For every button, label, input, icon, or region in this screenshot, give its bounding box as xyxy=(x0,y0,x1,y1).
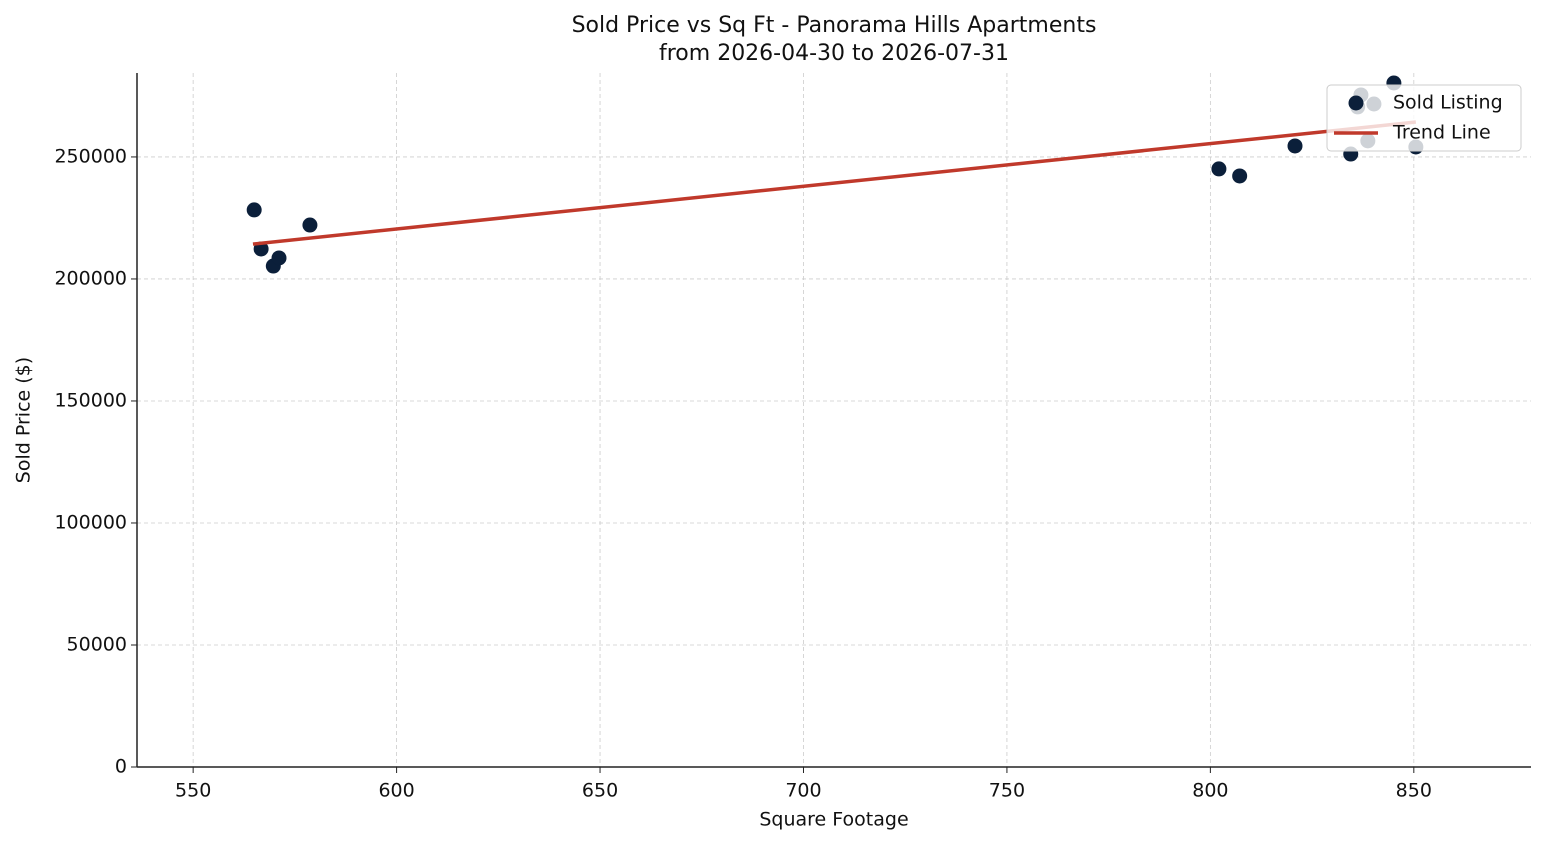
x-tick-label: 650 xyxy=(582,780,618,802)
x-tick-label: 850 xyxy=(1396,780,1432,802)
legend: Sold Listing Trend Line xyxy=(1326,84,1522,152)
point xyxy=(1287,138,1303,154)
legend-label: Sold Listing xyxy=(1393,92,1503,114)
point xyxy=(271,250,287,266)
y-tick-label: 250000 xyxy=(54,145,127,167)
y-tick-label: 0 xyxy=(115,756,127,778)
legend-label: Trend Line xyxy=(1392,122,1491,144)
y-tick-label: 200000 xyxy=(54,267,127,289)
x-tick-label: 550 xyxy=(175,780,211,802)
y-tick-label: 50000 xyxy=(67,633,127,655)
legend-marker xyxy=(1348,95,1364,111)
x-axis-label: Square Footage xyxy=(759,809,908,831)
point xyxy=(1211,161,1227,177)
trend-line xyxy=(252,120,1417,246)
x-tick-label: 800 xyxy=(1192,780,1228,802)
point xyxy=(1232,168,1248,184)
x-tick-label: 600 xyxy=(378,780,414,802)
x-tick-label: 700 xyxy=(785,780,821,802)
chart-subtitle: from 2026-04-30 to 2026-07-31 xyxy=(659,41,1009,66)
y-axis-label: Sold Price ($) xyxy=(13,357,35,483)
chart-title: Sold Price vs Sq Ft - Panorama Hills Apa… xyxy=(572,13,1097,38)
x-tick-label: 750 xyxy=(989,780,1025,802)
point xyxy=(246,202,262,218)
point xyxy=(302,217,318,233)
y-tick-label: 150000 xyxy=(54,389,127,411)
y-tick-label: 100000 xyxy=(54,511,127,533)
